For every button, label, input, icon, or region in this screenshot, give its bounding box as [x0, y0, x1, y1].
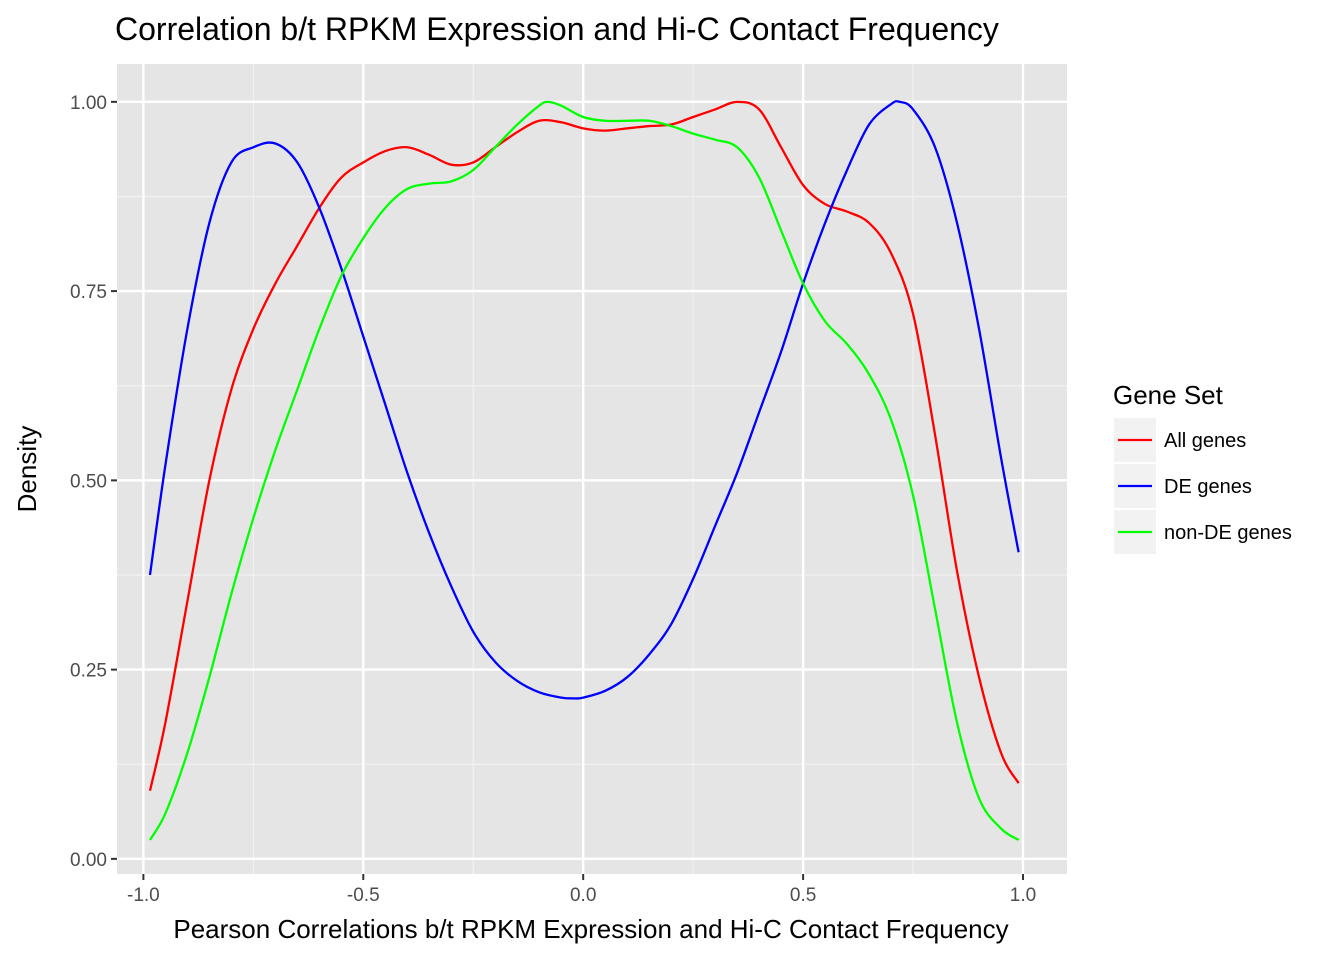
plot-panel [117, 64, 1067, 874]
y-axis-title: Density [12, 426, 42, 513]
series-lines [148, 100, 1020, 841]
series-line-non-de-genes [148, 100, 1020, 841]
major-gridlines [117, 64, 1067, 874]
legend-label: DE genes [1164, 476, 1252, 498]
legend-item-de-genes: DE genes [1114, 464, 1252, 508]
legend: Gene Set All genes DE genes non-DE genes [1113, 380, 1292, 554]
x-axis: -1.0 -0.5 0.0 0.5 1.0 [127, 874, 1036, 906]
x-tick-label: -0.5 [347, 885, 380, 906]
legend-title: Gene Set [1113, 380, 1224, 410]
legend-label: non-DE genes [1164, 522, 1292, 544]
y-tick-label: 0.50 [70, 471, 107, 492]
y-tick-label: 1.00 [70, 93, 107, 114]
x-tick-label: 0.0 [570, 885, 596, 906]
chart-title: Correlation b/t RPKM Expression and Hi-C… [115, 11, 999, 47]
y-tick-label: 0.75 [70, 282, 107, 303]
y-tick-label: 0.25 [70, 661, 107, 682]
legend-label: All genes [1164, 430, 1246, 452]
x-tick-label: 0.5 [790, 885, 816, 906]
x-axis-title: Pearson Correlations b/t RPKM Expression… [173, 914, 1008, 944]
y-tick-label: 0.00 [70, 850, 107, 871]
x-tick-label: -1.0 [127, 885, 160, 906]
legend-item-non-de-genes: non-DE genes [1114, 510, 1292, 554]
legend-item-all-genes: All genes [1114, 418, 1246, 462]
minor-gridlines [117, 64, 1067, 874]
series-line-all-genes [148, 100, 1020, 791]
x-tick-label: 1.0 [1010, 885, 1036, 906]
series-line-de-genes [148, 100, 1020, 700]
y-axis: 0.00 0.25 0.50 0.75 1.00 [70, 93, 117, 871]
